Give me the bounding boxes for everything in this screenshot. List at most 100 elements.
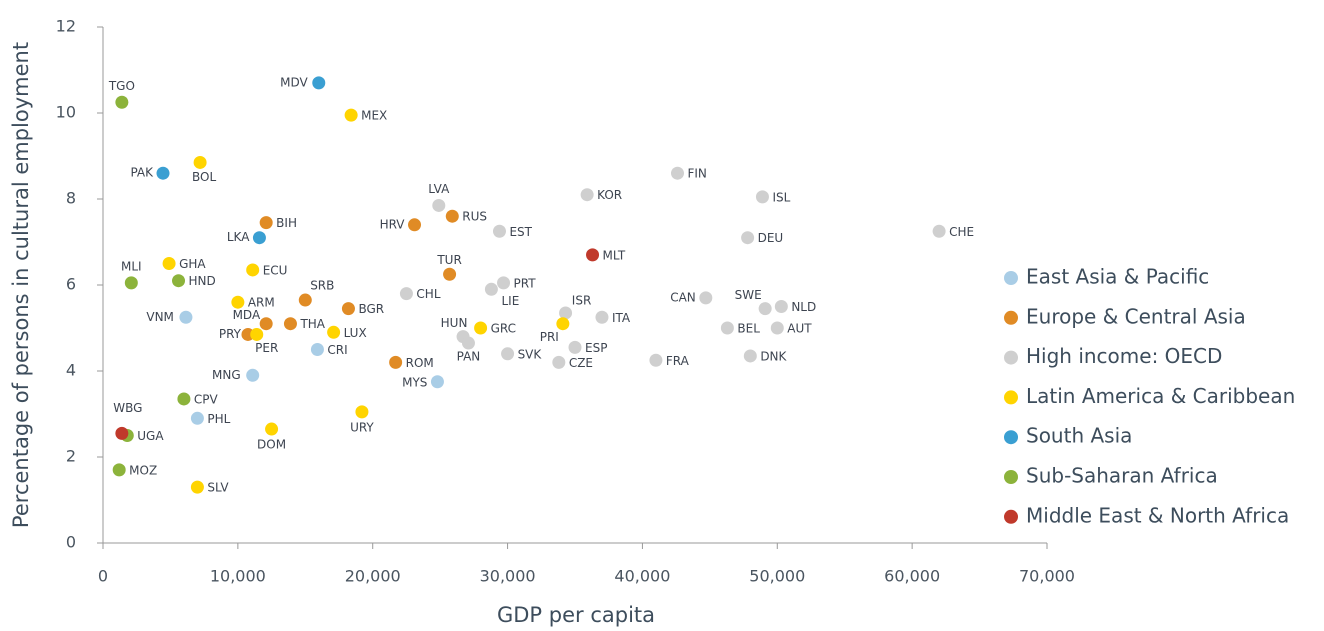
- point: [327, 325, 341, 339]
- point: [265, 422, 279, 436]
- point: [179, 310, 193, 324]
- point-label: MYS: [402, 375, 427, 389]
- point-label: WBG: [113, 401, 142, 415]
- point-label: BOL: [192, 170, 216, 184]
- point: [461, 336, 475, 350]
- point: [344, 108, 358, 122]
- point: [399, 287, 413, 301]
- point-label: MEX: [361, 109, 387, 123]
- point: [310, 343, 324, 356]
- point-label: UGA: [137, 429, 164, 443]
- point-label: HRV: [380, 217, 406, 231]
- legend-label: East Asia & Pacific: [1026, 265, 1209, 289]
- point: [259, 216, 273, 230]
- point: [177, 392, 191, 406]
- point: [568, 340, 582, 354]
- point: [649, 353, 663, 367]
- legend-label: South Asia: [1026, 424, 1132, 448]
- point-label: MOZ: [129, 463, 157, 477]
- point: [484, 282, 498, 296]
- point-label: HUN: [441, 316, 468, 330]
- legend-label: Latin America & Caribbean: [1026, 384, 1295, 408]
- point-label: PRT: [514, 276, 537, 290]
- x-tick-label: 30,000: [480, 567, 536, 586]
- legend-label: Sub-Saharan Africa: [1026, 464, 1218, 488]
- point-label: DOM: [257, 438, 286, 452]
- legend-swatch: [1004, 390, 1018, 405]
- point-label: MLT: [603, 248, 626, 262]
- point: [580, 188, 594, 202]
- point: [474, 321, 488, 335]
- point: [445, 209, 459, 223]
- point-label: TUR: [436, 253, 461, 267]
- point-label: MLI: [121, 259, 142, 273]
- point: [231, 295, 245, 309]
- point-label: ESP: [585, 341, 607, 355]
- point: [124, 276, 138, 290]
- point-label: EST: [509, 225, 532, 239]
- point: [586, 248, 600, 262]
- point: [932, 224, 946, 238]
- point-label: BIH: [276, 216, 297, 230]
- x-tick-label: 60,000: [884, 567, 940, 586]
- point-label: CAN: [670, 290, 696, 304]
- point-label: NLD: [791, 300, 816, 314]
- y-tick-label: 12: [56, 17, 76, 36]
- point: [312, 76, 326, 90]
- point-label: MDA: [233, 308, 261, 322]
- point-label: DEU: [758, 231, 784, 245]
- y-tick-label: 6: [66, 275, 76, 294]
- legend-swatch: [1004, 470, 1018, 484]
- point-label: CHE: [949, 225, 974, 239]
- point: [741, 231, 755, 245]
- point: [298, 293, 312, 307]
- x-tick-label: 10,000: [210, 567, 266, 586]
- point: [408, 218, 422, 232]
- point-label: ARM: [248, 296, 275, 310]
- point-label: LVA: [428, 182, 450, 196]
- point: [758, 302, 772, 316]
- point-label: TGO: [108, 79, 135, 93]
- x-axis-title: GDP per capita: [497, 603, 655, 627]
- legend-label: Europe & Central Asia: [1026, 304, 1246, 328]
- point-label: PRY: [219, 327, 242, 341]
- point-label: GRC: [491, 322, 516, 336]
- x-tick-label: 50,000: [749, 567, 805, 586]
- point: [670, 166, 684, 180]
- point-label: CRI: [327, 343, 347, 357]
- point: [430, 375, 444, 389]
- point-label: PHL: [207, 412, 230, 426]
- point-label: CPV: [194, 392, 219, 406]
- point: [443, 267, 457, 281]
- point-label: AUT: [787, 322, 812, 336]
- point-label: PAK: [130, 166, 154, 180]
- point-label: LUX: [344, 326, 367, 340]
- point: [112, 463, 126, 477]
- point-label: FRA: [666, 354, 690, 368]
- point: [501, 347, 515, 361]
- point-label: LIE: [501, 294, 519, 308]
- legend-swatch: [1004, 509, 1018, 524]
- point-label: BGR: [358, 302, 384, 316]
- point-label: BEL: [737, 322, 760, 336]
- point: [193, 155, 207, 169]
- y-tick-label: 2: [66, 447, 76, 466]
- y-tick-label: 8: [66, 189, 76, 208]
- point: [355, 405, 369, 419]
- point: [162, 257, 176, 270]
- point-label: PER: [255, 341, 278, 355]
- point-label: THA: [299, 317, 325, 331]
- point: [770, 321, 784, 335]
- point: [389, 355, 403, 369]
- point: [720, 321, 734, 335]
- point: [432, 198, 446, 212]
- point-label: SLV: [207, 481, 229, 495]
- point-label: ISR: [572, 293, 592, 307]
- point-label: FIN: [687, 167, 706, 181]
- point: [252, 231, 266, 245]
- point: [755, 190, 769, 204]
- point: [559, 306, 573, 320]
- legend-swatch: [1004, 271, 1018, 285]
- point: [595, 310, 609, 324]
